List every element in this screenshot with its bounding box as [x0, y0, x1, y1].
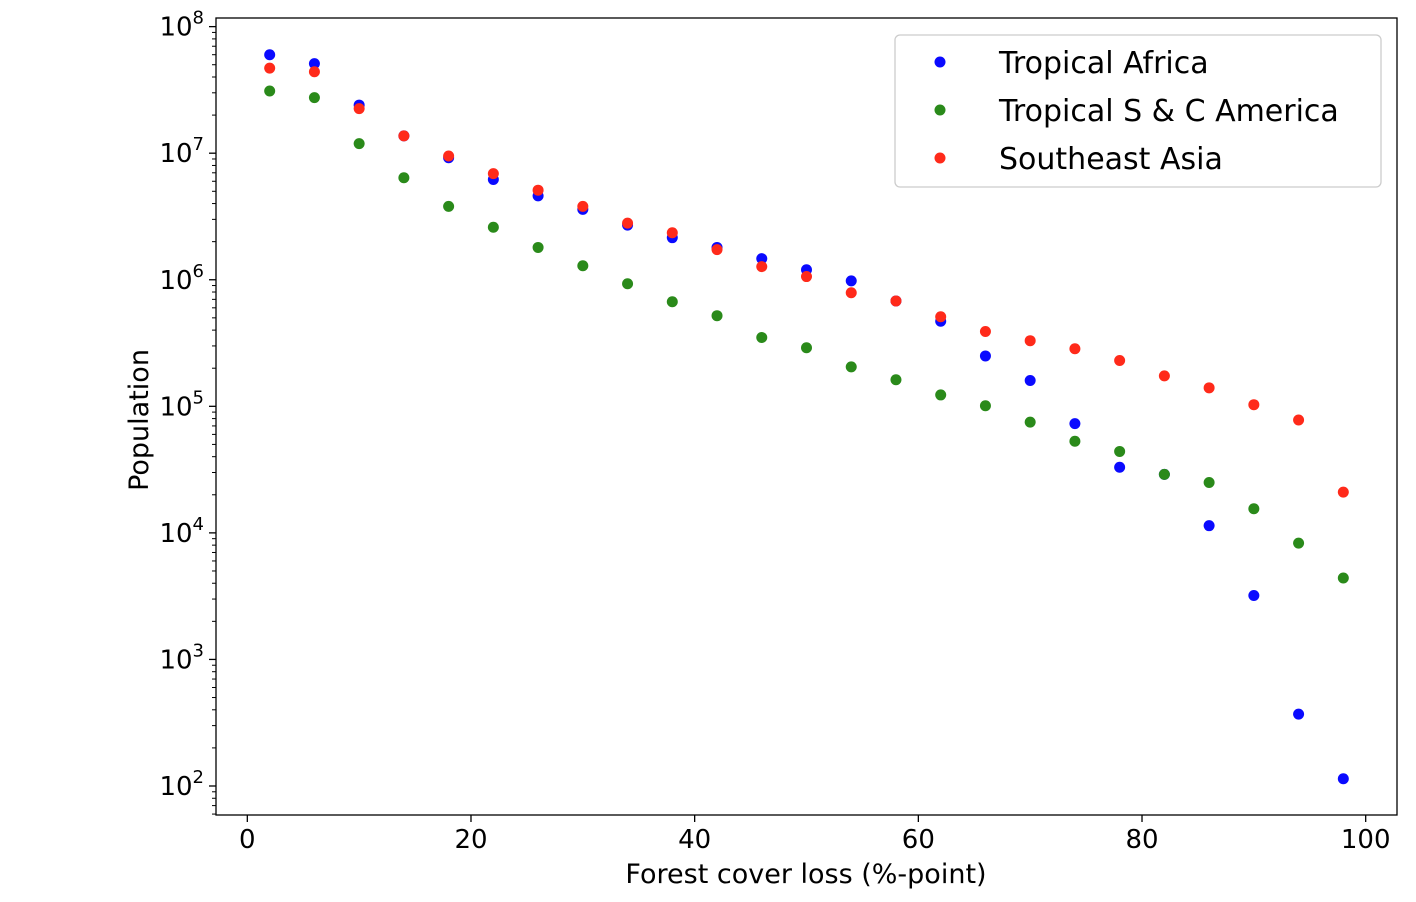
data-point	[1203, 382, 1215, 394]
data-point	[801, 271, 812, 283]
data-point	[443, 200, 455, 212]
y-axis-ticks: 102 103 104 105 106 107 108	[159, 8, 216, 802]
data-point	[264, 85, 276, 97]
data-point	[935, 311, 947, 323]
data-point	[1114, 355, 1126, 367]
data-point	[1158, 370, 1170, 382]
legend-label: Tropical Africa	[998, 46, 1209, 81]
data-point	[264, 49, 276, 61]
data-point	[845, 275, 857, 287]
legend-box	[894, 34, 1382, 188]
legend-marker	[934, 56, 946, 68]
data-point	[577, 200, 589, 212]
data-point	[1114, 461, 1126, 473]
legend-label: Tropical S & C America	[998, 94, 1339, 129]
x-tick-label: 40	[678, 825, 711, 855]
data-point	[1248, 590, 1260, 602]
data-point	[1024, 374, 1036, 386]
data-point	[398, 130, 410, 142]
data-point	[756, 261, 768, 273]
data-point	[622, 217, 634, 229]
data-point	[1203, 477, 1215, 489]
data-point	[487, 221, 499, 233]
x-tick-label: 80	[1125, 825, 1158, 855]
y-tick-label: 103	[159, 640, 204, 675]
y-tick-label: 107	[159, 134, 204, 169]
data-point	[1293, 414, 1305, 426]
data-point	[353, 103, 365, 115]
x-tick-label: 0	[239, 825, 256, 855]
data-point	[845, 361, 857, 373]
y-tick-label: 108	[159, 8, 204, 43]
data-point	[979, 350, 991, 362]
series-southeast-asia	[264, 62, 1349, 498]
x-axis-label: Forest cover loss (%-point)	[625, 859, 986, 890]
data-point	[1024, 335, 1036, 347]
legend-label: Southeast Asia	[999, 142, 1223, 177]
data-point	[443, 150, 455, 162]
x-tick-label: 20	[454, 825, 487, 855]
data-point	[1203, 520, 1215, 532]
data-point	[1337, 486, 1349, 498]
data-point	[398, 172, 410, 184]
data-point	[1293, 537, 1305, 549]
data-point	[308, 66, 320, 78]
data-point	[1158, 468, 1170, 480]
data-point	[1069, 343, 1081, 355]
data-point	[711, 244, 723, 256]
data-point	[1337, 773, 1349, 785]
y-axis-label: Population	[124, 349, 155, 491]
x-tick-label: 60	[902, 825, 935, 855]
y-minor-ticks	[212, 31, 216, 815]
legend: Tropical Africa Tropical S & C America Sou…	[894, 34, 1382, 188]
legend-marker	[934, 104, 946, 116]
y-tick-label: 104	[159, 514, 204, 549]
data-point	[622, 278, 634, 290]
data-point	[845, 287, 857, 299]
data-point	[756, 331, 768, 343]
plot-frame	[215, 17, 1398, 816]
x-tick-label: 100	[1341, 825, 1391, 855]
data-point	[487, 168, 499, 180]
y-tick-label: 105	[159, 387, 204, 422]
data-point	[1248, 399, 1260, 411]
data-point	[308, 58, 320, 70]
data-point	[1114, 445, 1126, 457]
data-points	[264, 49, 1349, 785]
data-point	[353, 138, 365, 150]
data-point	[666, 296, 678, 308]
data-point	[1337, 572, 1349, 584]
data-point	[308, 92, 320, 104]
data-point	[1293, 708, 1305, 720]
series-tropical-s-c-america	[264, 85, 1349, 584]
legend-marker	[934, 152, 946, 164]
data-point	[264, 62, 276, 74]
data-point	[890, 374, 902, 386]
data-point	[711, 310, 723, 322]
data-point	[577, 260, 589, 272]
data-point	[979, 326, 991, 338]
data-point	[890, 295, 902, 307]
x-axis-ticks: 0 20 40 60 80 100	[239, 815, 1391, 855]
data-point	[1069, 418, 1081, 430]
data-point	[979, 400, 991, 412]
data-point	[1248, 503, 1260, 515]
data-point	[1024, 416, 1036, 428]
data-point	[756, 253, 768, 265]
data-point	[1069, 435, 1081, 447]
data-point	[801, 342, 812, 354]
data-point	[532, 241, 544, 253]
y-tick-label: 106	[159, 261, 204, 296]
data-point	[532, 184, 544, 196]
data-point	[666, 227, 678, 239]
y-tick-label: 102	[159, 767, 204, 802]
data-point	[935, 389, 947, 401]
